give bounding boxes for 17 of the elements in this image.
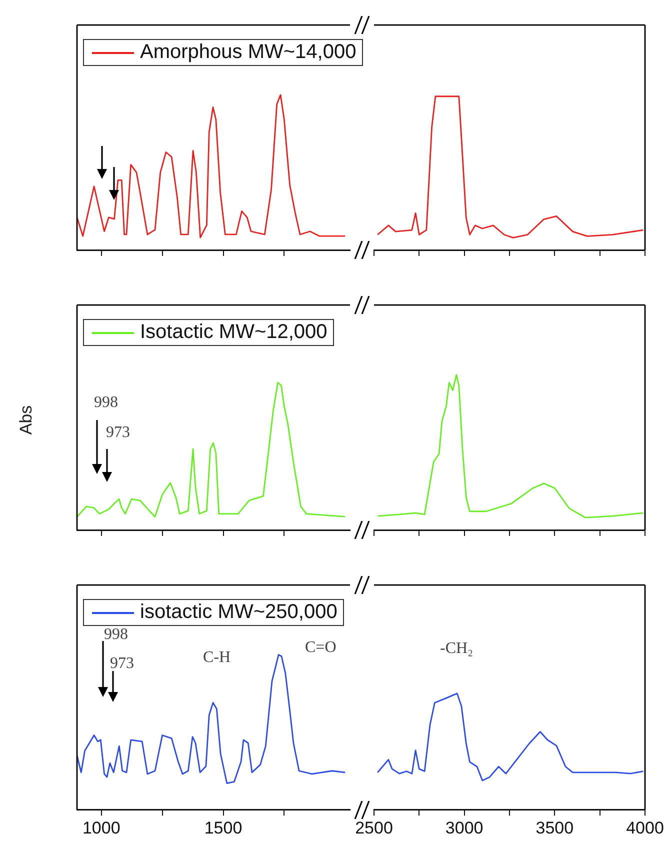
legend-label: Isotactic MW~12,000 [140, 321, 328, 344]
text: 998 [104, 626, 128, 644]
annotation: 998 [94, 394, 118, 412]
x-tick-label: 3000 [445, 818, 484, 838]
annotation: 973 [106, 424, 130, 442]
annotation: C=O [305, 639, 336, 657]
x-tick-label: 1000 [82, 818, 120, 838]
x-tick-label: 1500 [204, 818, 242, 838]
x-tick-label: 3500 [536, 818, 574, 838]
x-tick-label: 2500 [355, 818, 393, 838]
annotation: C-H [203, 649, 231, 667]
y-axis-title: Abs [16, 405, 37, 435]
annotation: 973 [110, 655, 134, 673]
legend-label: isotactic MW~250,000 [140, 601, 338, 624]
legend-label: Amorphous MW~14,000 [140, 41, 356, 64]
text: -CH₂ [440, 640, 474, 658]
x-tick-label: 4000 [626, 818, 664, 838]
